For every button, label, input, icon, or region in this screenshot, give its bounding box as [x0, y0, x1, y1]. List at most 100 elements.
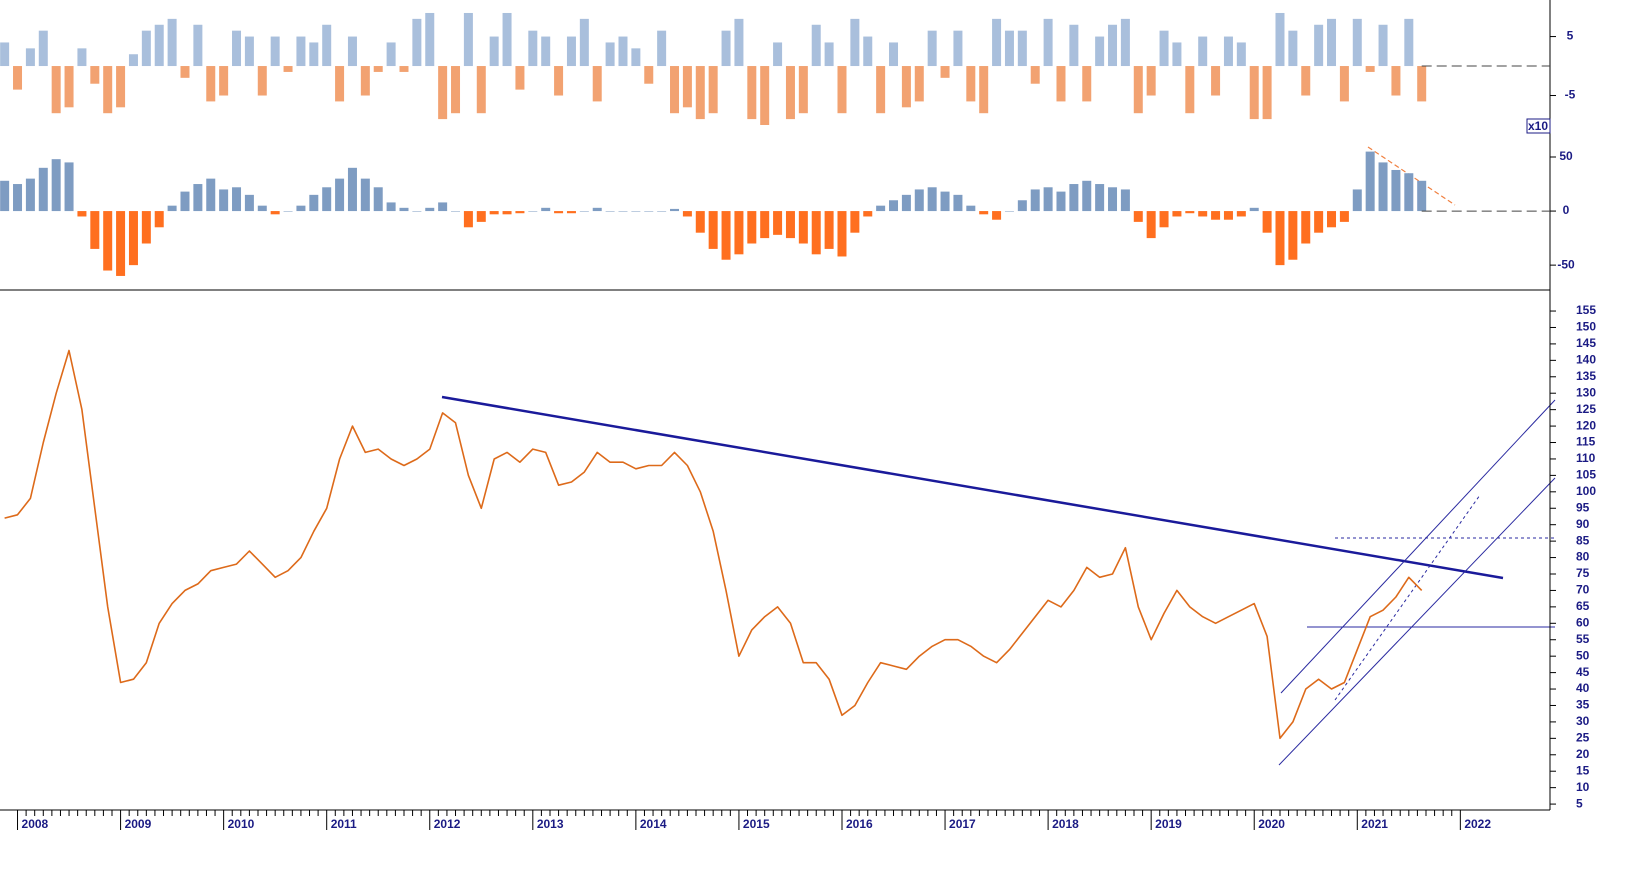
bar	[618, 211, 628, 212]
bar	[1198, 211, 1208, 217]
bar	[927, 30, 937, 67]
y-tick-label: 25	[1576, 731, 1590, 745]
bar	[1120, 18, 1130, 67]
bar	[180, 191, 190, 212]
bar	[347, 167, 357, 212]
bar	[592, 66, 602, 102]
bar	[141, 211, 151, 244]
y-tick-label: 140	[1576, 353, 1596, 367]
bar	[515, 66, 525, 90]
bar	[154, 24, 164, 67]
trend-line	[441, 395, 1504, 580]
bar	[992, 18, 1002, 67]
bar	[889, 42, 899, 67]
bar	[1417, 66, 1427, 102]
y-tick-label: 90	[1576, 517, 1590, 531]
x-tick-label: 2012	[434, 817, 461, 831]
bar	[889, 200, 899, 212]
bar	[232, 30, 242, 67]
bar	[103, 211, 113, 271]
bar	[1120, 189, 1130, 212]
bar	[257, 205, 267, 212]
bar	[657, 30, 667, 67]
bar	[760, 211, 770, 239]
bar	[1043, 18, 1053, 67]
bar	[206, 178, 216, 212]
bar	[1146, 211, 1156, 239]
bar	[1262, 211, 1272, 233]
bar	[167, 18, 177, 67]
bar	[463, 211, 473, 228]
bar	[579, 211, 589, 212]
bar	[785, 66, 795, 120]
bar	[811, 211, 821, 255]
bar	[1352, 189, 1362, 212]
bar	[1146, 66, 1156, 96]
bar	[257, 66, 267, 96]
y-tick-label: 130	[1576, 385, 1596, 399]
bar	[618, 36, 628, 67]
bar	[412, 211, 422, 212]
x-tick-label: 2020	[1258, 817, 1285, 831]
bar	[360, 178, 370, 212]
y-tick-label: 65	[1576, 599, 1590, 613]
bar	[566, 211, 576, 214]
bar	[670, 66, 680, 114]
bar	[1172, 42, 1182, 67]
bar	[1288, 30, 1298, 67]
bar	[824, 211, 834, 249]
bar	[1108, 187, 1118, 212]
bar	[966, 205, 976, 212]
bar	[335, 66, 345, 102]
x-tick-label: 2021	[1361, 817, 1388, 831]
bar	[13, 66, 23, 90]
bar	[1185, 211, 1195, 214]
bar	[1391, 169, 1401, 212]
bar	[1017, 200, 1027, 212]
y-tick-label: 60	[1576, 615, 1590, 629]
bar	[489, 36, 499, 67]
bar	[425, 207, 435, 212]
bar	[811, 24, 821, 67]
y-tick-label: 105	[1576, 468, 1596, 482]
bar	[837, 66, 847, 114]
bar	[489, 211, 499, 215]
y-tick-label: -50	[1557, 257, 1575, 271]
bar	[940, 191, 950, 212]
bar	[1275, 211, 1285, 266]
bar	[695, 66, 705, 120]
bar	[528, 30, 538, 67]
bar	[953, 194, 963, 212]
bar	[901, 194, 911, 212]
bar	[1275, 12, 1285, 67]
bar	[708, 211, 718, 249]
bar	[476, 211, 486, 222]
bar	[90, 66, 100, 84]
bar	[1314, 211, 1324, 233]
x-tick-label: 2008	[22, 817, 49, 831]
scale-box	[1526, 118, 1551, 134]
x-tick-label: 2019	[1155, 817, 1182, 831]
bar	[1004, 30, 1014, 67]
bar	[1301, 66, 1311, 96]
price-line	[4, 349, 1423, 740]
bar	[953, 30, 963, 67]
y-tick-label: 135	[1576, 369, 1596, 383]
bar	[373, 66, 383, 72]
bar	[128, 54, 138, 67]
bar	[605, 211, 615, 212]
x-tick-label: 2013	[537, 817, 564, 831]
bar	[77, 48, 87, 67]
bar	[64, 162, 74, 212]
bar	[1262, 66, 1272, 120]
bar	[180, 66, 190, 78]
channel-line	[1280, 399, 1556, 694]
bar	[721, 30, 731, 67]
x-tick-label: 2022	[1464, 817, 1491, 831]
bar	[25, 178, 35, 212]
bar	[270, 36, 280, 67]
bar	[373, 187, 383, 212]
bar	[1017, 30, 1027, 67]
y-tick-label: 115	[1576, 435, 1596, 449]
bar	[309, 194, 319, 212]
